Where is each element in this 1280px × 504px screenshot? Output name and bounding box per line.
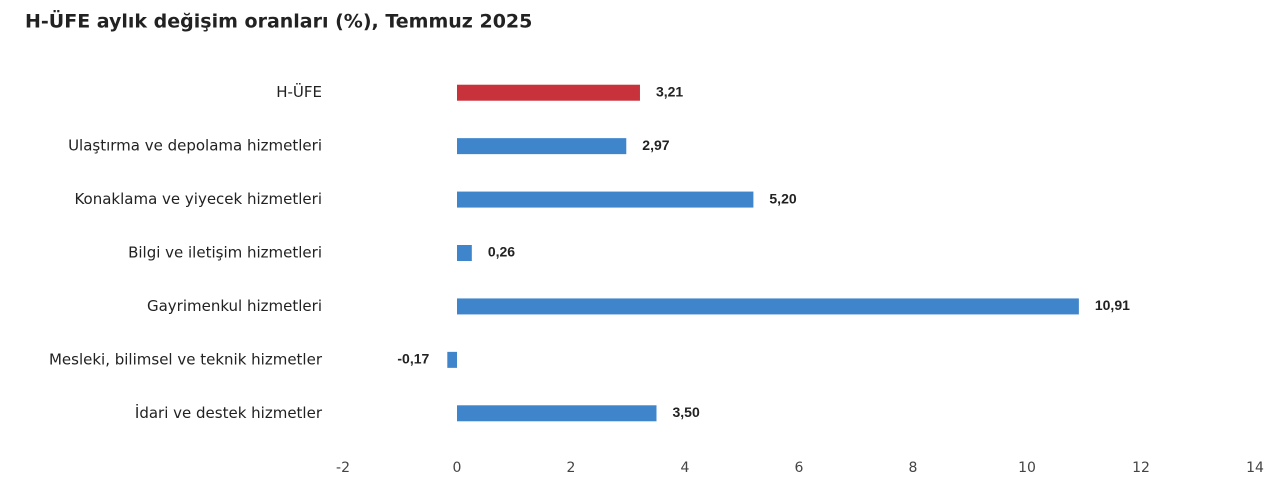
category-label: Bilgi ve iletişim hizmetleri: [128, 244, 322, 262]
x-tick-label: 12: [1132, 460, 1150, 476]
data-label: 5,20: [769, 190, 796, 206]
chart-title: H-ÜFE aylık değişim oranları (%), Temmuz…: [25, 9, 532, 33]
category-label: İdari ve destek hizmetler: [135, 403, 323, 422]
data-label: 3,50: [673, 404, 700, 420]
data-label: 0,26: [488, 244, 515, 260]
bar: [457, 405, 657, 422]
category-label: Gayrimenkul hizmetleri: [147, 297, 322, 315]
category-label: Ulaştırma ve depolama hizmetleri: [68, 137, 322, 155]
x-tick-label: 14: [1246, 460, 1264, 476]
category-label: H-ÜFE: [276, 82, 322, 101]
bar: [457, 298, 1079, 315]
bar: [457, 84, 640, 101]
data-label: -0,17: [397, 351, 429, 367]
bar: [457, 191, 754, 208]
x-tick-label: 0: [453, 460, 462, 476]
x-tick-label: 6: [795, 460, 804, 476]
x-tick-label: 8: [909, 460, 918, 476]
bar: [457, 138, 627, 155]
bar: [457, 245, 472, 261]
data-label: 2,97: [642, 137, 669, 153]
category-label: Konaklama ve yiyecek hizmetleri: [74, 190, 322, 208]
x-tick-label: -2: [336, 460, 350, 476]
data-label: 10,91: [1095, 297, 1130, 313]
x-tick-label: 4: [681, 460, 690, 476]
bar: [447, 351, 457, 368]
x-tick-label: 2: [567, 460, 576, 476]
x-tick-label: 10: [1018, 460, 1036, 476]
data-label: 3,21: [656, 83, 683, 99]
category-label: Mesleki, bilimsel ve teknik hizmetler: [49, 350, 323, 368]
